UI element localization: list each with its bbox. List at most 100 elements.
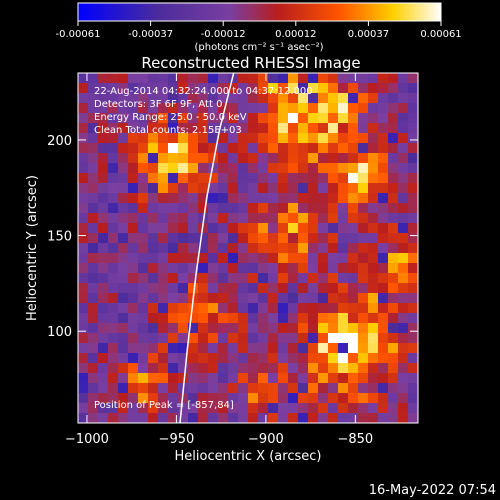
heatmap-cell xyxy=(168,313,179,324)
heatmap-cell xyxy=(258,313,269,324)
heatmap-cell xyxy=(108,393,119,404)
heatmap-cell xyxy=(398,153,409,164)
heatmap-cell xyxy=(258,113,269,124)
heatmap-cell xyxy=(108,413,119,423)
heatmap-cell xyxy=(378,173,389,184)
heatmap-cell xyxy=(128,123,139,134)
heatmap-cell xyxy=(168,133,179,144)
heatmap-cell xyxy=(238,253,249,264)
heatmap-cell xyxy=(158,153,169,164)
heatmap-cell xyxy=(338,263,349,274)
heatmap-cell xyxy=(338,203,349,214)
heatmap-cell xyxy=(248,243,259,254)
heatmap-cell xyxy=(78,373,89,384)
heatmap-cell xyxy=(88,193,99,204)
heatmap-cell xyxy=(258,363,269,374)
heatmap-cell xyxy=(318,393,329,404)
heatmap-cell xyxy=(268,113,279,124)
heatmap-cell xyxy=(298,103,309,114)
heatmap-cell xyxy=(98,123,109,134)
heatmap-cell xyxy=(228,233,239,244)
heatmap-cell xyxy=(288,393,299,404)
annotation-peak-position: Position of Peak = [-857,84] xyxy=(94,400,234,411)
heatmap-cell xyxy=(328,333,339,344)
heatmap-cell xyxy=(158,363,169,374)
heatmap-cell xyxy=(388,393,399,404)
heatmap-cell xyxy=(118,333,129,344)
heatmap-cell xyxy=(148,273,159,284)
heatmap-cell xyxy=(258,203,269,214)
heatmap-cell xyxy=(338,213,349,224)
heatmap-cell xyxy=(158,93,169,104)
heatmap-cell xyxy=(198,233,209,244)
heatmap-cell xyxy=(218,153,229,164)
heatmap-cell xyxy=(348,243,359,254)
heatmap-cell xyxy=(348,133,359,144)
chart-title: Reconstructed RHESSI Image xyxy=(141,54,360,72)
heatmap-cell xyxy=(288,253,299,264)
heatmap-cell xyxy=(98,93,109,104)
heatmap-cell xyxy=(258,243,269,254)
heatmap-cell xyxy=(178,413,189,423)
heatmap-cell xyxy=(368,403,379,414)
heatmap-cell xyxy=(118,403,129,414)
heatmap-cell xyxy=(258,223,269,234)
heatmap-cell xyxy=(148,323,159,334)
heatmap-cell xyxy=(388,333,399,344)
heatmap-cell xyxy=(188,373,199,384)
heatmap-cell xyxy=(228,213,239,224)
heatmap-cell xyxy=(188,213,199,224)
heatmap-cell xyxy=(388,313,399,324)
heatmap-cell xyxy=(138,83,149,94)
heatmap-cell xyxy=(308,363,319,374)
heatmap-cell xyxy=(388,153,399,164)
heatmap-cell xyxy=(228,73,239,84)
heatmap-cell xyxy=(148,153,159,164)
heatmap-cell xyxy=(268,383,279,394)
heatmap-cell xyxy=(138,223,149,234)
heatmap-cell xyxy=(398,353,409,364)
heatmap-cell xyxy=(128,403,139,414)
heatmap-cell xyxy=(228,353,239,364)
heatmap-cell xyxy=(338,183,349,194)
heatmap-cell xyxy=(258,163,269,174)
heatmap-cell xyxy=(218,103,229,114)
heatmap-cell xyxy=(108,383,119,394)
heatmap-cell xyxy=(368,143,379,154)
heatmap-cell xyxy=(178,183,189,194)
heatmap-cell xyxy=(158,393,169,404)
heatmap-cell xyxy=(368,203,379,214)
heatmap-cell xyxy=(378,393,389,404)
heatmap-cell xyxy=(278,73,289,84)
heatmap-cell xyxy=(308,413,319,423)
heatmap-cell xyxy=(368,173,379,184)
heatmap-cell xyxy=(168,213,179,224)
heatmap-cell xyxy=(178,223,189,234)
heatmap-cell xyxy=(288,73,299,84)
heatmap-cell xyxy=(168,233,179,244)
heatmap-cell xyxy=(298,363,309,374)
heatmap-cell xyxy=(398,203,409,214)
heatmap-cell xyxy=(318,363,329,374)
heatmap-cell xyxy=(268,253,279,264)
heatmap-cell xyxy=(308,233,319,244)
heatmap-cell xyxy=(98,343,109,354)
heatmap-cell xyxy=(288,113,299,124)
heatmap-cell xyxy=(168,163,179,174)
heatmap-cell xyxy=(178,133,189,144)
heatmap-cell xyxy=(288,413,299,423)
heatmap-cell xyxy=(408,243,418,254)
heatmap-cell xyxy=(98,303,109,314)
heatmap-cell xyxy=(338,113,349,124)
heatmap-cell xyxy=(148,363,159,374)
heatmap-cell xyxy=(208,213,219,224)
heatmap-cell xyxy=(248,193,259,204)
heatmap-cell xyxy=(248,373,259,384)
heatmap-cell xyxy=(78,353,89,364)
heatmap-cell xyxy=(78,243,89,254)
heatmap-cell xyxy=(378,83,389,94)
heatmap-cell xyxy=(398,103,409,114)
heatmap-cell xyxy=(378,143,389,154)
heatmap-cell xyxy=(158,203,169,214)
heatmap-cell xyxy=(78,303,89,314)
